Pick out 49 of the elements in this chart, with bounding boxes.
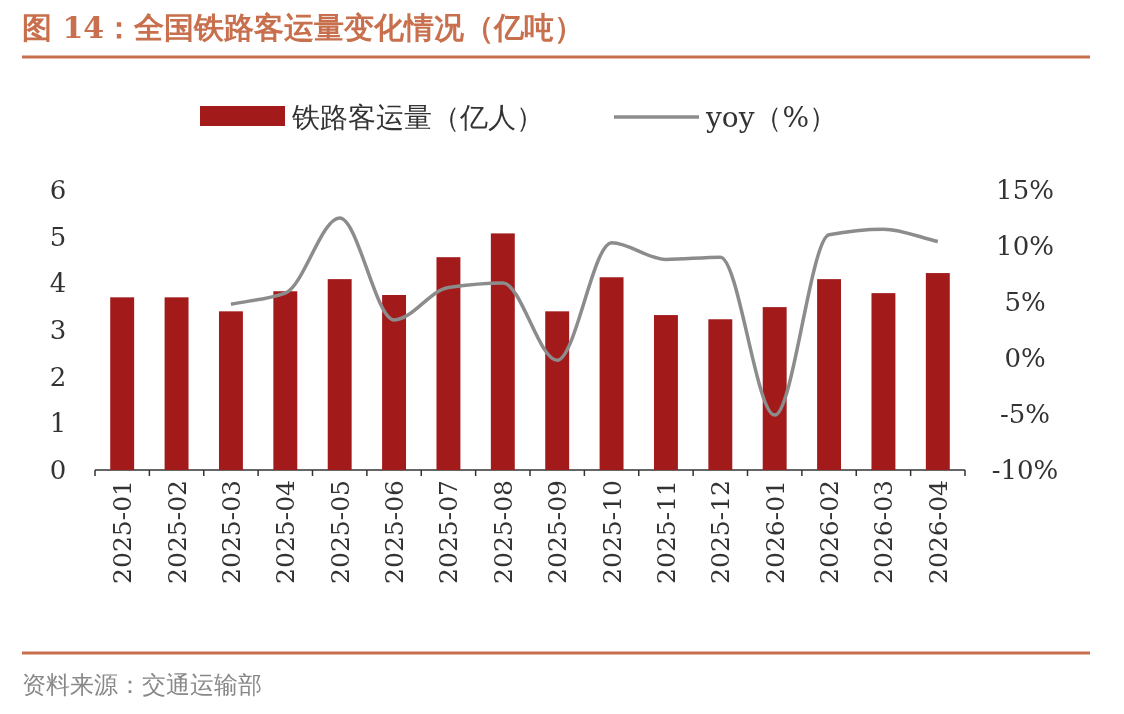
bar xyxy=(653,315,678,470)
x-tick-label: 2025-06 xyxy=(380,480,410,584)
chart-title: 图 14：全国铁路客运量变化情况（亿吨） xyxy=(22,10,585,45)
bar xyxy=(110,297,135,470)
y-tick-label: 1 xyxy=(49,408,67,439)
bar xyxy=(817,279,842,470)
x-tick-label: 2025-04 xyxy=(271,480,301,584)
legend-label: yoy（%） xyxy=(705,101,838,134)
x-tick-label: 2025-08 xyxy=(488,480,518,584)
y-tick-label: 4 xyxy=(49,268,67,299)
x-tick-label: 2025-09 xyxy=(543,480,573,584)
bar xyxy=(708,319,733,470)
y-tick-label: 0 xyxy=(49,455,67,485)
x-tick-label: 2025-12 xyxy=(706,480,736,584)
y2-tick-label: 5% xyxy=(1004,287,1046,317)
y-tick-label: 5 xyxy=(49,221,67,252)
x-tick-label: 2026-02 xyxy=(815,480,845,584)
x-tick-label: 2026-04 xyxy=(923,480,953,584)
text: 资料来源：交通运输部 xyxy=(22,671,262,699)
y2-tick-label: 0% xyxy=(1004,343,1046,373)
y2-tick-label: 15% xyxy=(996,175,1054,205)
y-tick-label: 2 xyxy=(49,361,67,392)
bar xyxy=(762,307,787,470)
bar xyxy=(545,311,570,470)
x-tick-label: 2025-11 xyxy=(651,480,681,584)
x-tick-label: 2025-07 xyxy=(434,480,464,584)
legend-label: 铁路客运量（亿人） xyxy=(291,101,544,134)
bar xyxy=(273,291,298,470)
x-tick-label: 2025-05 xyxy=(325,480,355,584)
bar xyxy=(164,297,189,470)
y2-tick-label: -5% xyxy=(999,399,1051,429)
y-tick-label: 3 xyxy=(49,315,67,345)
bar xyxy=(871,293,896,470)
bar xyxy=(925,273,950,470)
y-tick-label: 6 xyxy=(49,175,67,205)
x-tick-label: 2025-01 xyxy=(108,480,138,584)
x-tick-label: 2026-03 xyxy=(869,480,899,584)
y2-tick-label: 10% xyxy=(996,231,1054,261)
bar xyxy=(599,277,624,470)
bar xyxy=(490,233,515,470)
x-tick-label: 2026-01 xyxy=(760,480,790,584)
bar xyxy=(382,295,407,470)
x-tick-label: 2025-10 xyxy=(597,480,627,584)
y2-tick-label: -10% xyxy=(991,455,1059,485)
x-tick-label: 2025-03 xyxy=(216,480,246,584)
bar xyxy=(218,311,243,470)
bar xyxy=(436,257,461,470)
x-tick-label: 2025-02 xyxy=(162,480,192,584)
bar xyxy=(327,279,352,470)
